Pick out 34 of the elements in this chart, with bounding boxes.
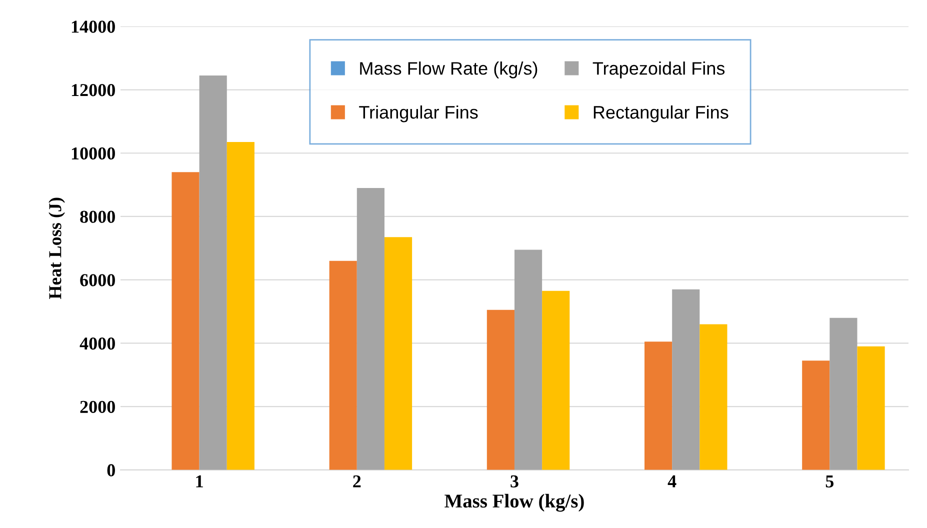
bar [802,360,830,470]
y-tick-label: 2000 [80,400,115,413]
bar [486,310,514,470]
y-tick-label: 4000 [80,337,115,350]
legend-label: Triangular Fins [359,105,478,122]
y-tick-label: 0 [107,464,115,476]
x-tick-label: 4 [668,475,676,488]
y-tick-label: 14000 [72,20,115,33]
bar [830,318,858,470]
bar [329,260,357,470]
bar [644,342,672,470]
bar [384,237,412,470]
x-tick-label: 3 [510,475,518,488]
y-tick-label: 8000 [80,210,115,223]
bar [226,142,254,470]
bar [672,289,700,470]
bar [199,76,227,470]
bar [700,324,728,470]
x-tick-label: 1 [196,475,203,488]
legend-label: Trapezoidal Fins [592,62,725,78]
bar [542,290,570,470]
legend-label: Mass Flow Rate (kg/s) [360,62,538,78]
y-axis-title: Heat Loss (J) [48,198,65,300]
bar [514,250,542,470]
x-tick-label: 5 [826,475,834,488]
y-tick-label: 10000 [72,147,115,160]
y-tick-label: 6000 [80,274,115,286]
legend-label: Rectangular Fins [594,105,728,122]
bar [172,172,200,470]
x-tick-label: 2 [353,475,361,488]
bar [857,346,885,470]
y-tick-label: 12000 [72,84,115,96]
x-axis-title: Mass Flow (kg/s) [444,494,584,512]
bar [356,188,384,470]
